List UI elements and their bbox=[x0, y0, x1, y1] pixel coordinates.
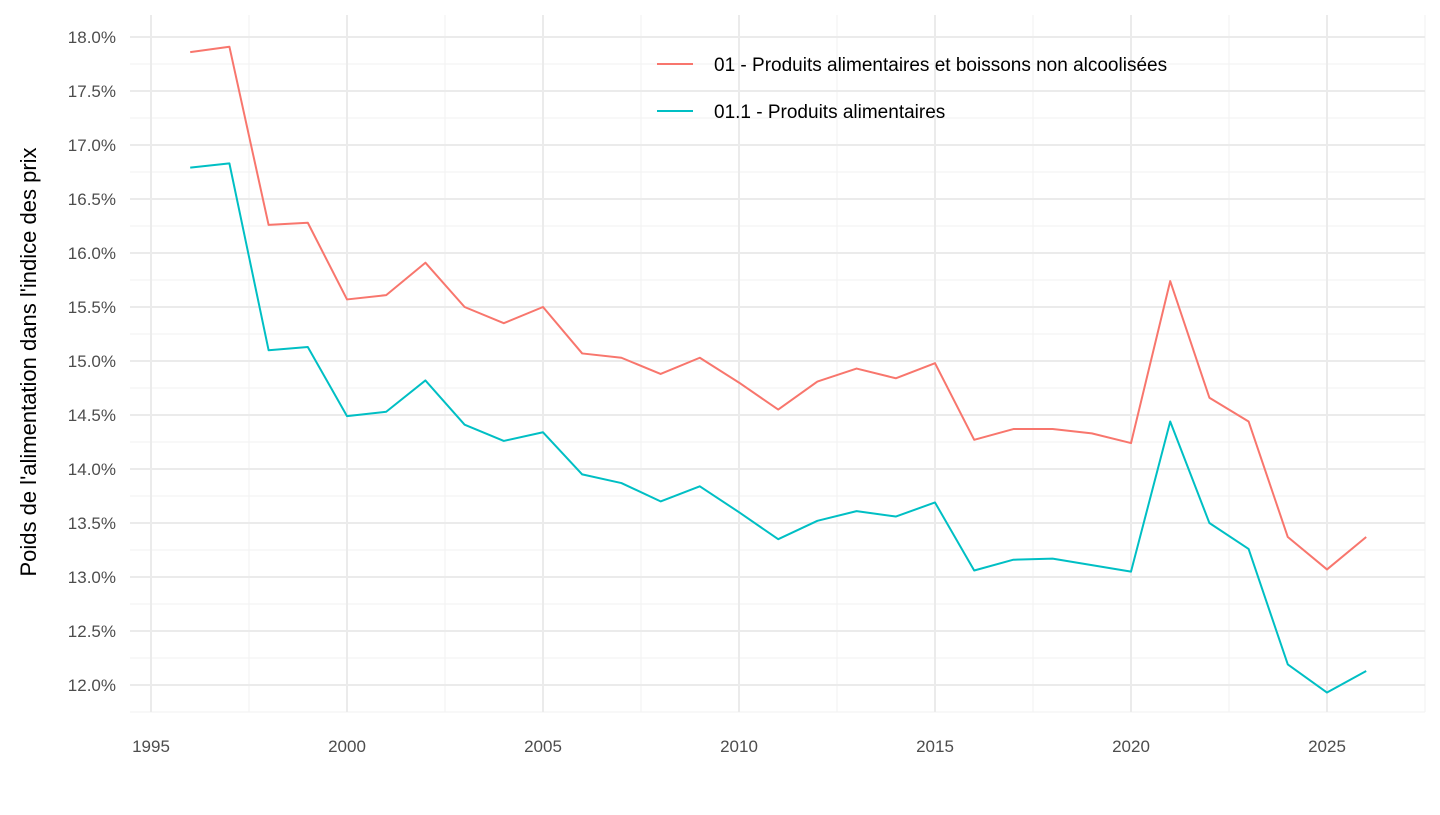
series-lines bbox=[190, 45, 1367, 694]
x-axis-ticks: 1995 2000 2005 2010 2015 2020 2025 bbox=[132, 737, 1346, 756]
y-tick-label: 15.5% bbox=[68, 298, 116, 317]
y-tick-label: 16.5% bbox=[68, 190, 116, 209]
x-tick-label: 2005 bbox=[524, 737, 562, 756]
x-tick-label: 2025 bbox=[1308, 737, 1346, 756]
series-line-2 bbox=[190, 162, 1367, 694]
legend: 01 - Produits alimentaires et boissons n… bbox=[657, 55, 1167, 123]
y-tick-label: 13.0% bbox=[68, 568, 116, 587]
x-tick-label: 1995 bbox=[132, 737, 170, 756]
y-tick-label: 16.0% bbox=[68, 244, 116, 263]
series-line-1 bbox=[190, 45, 1367, 571]
y-axis-ticks: 12.0% 12.5% 13.0% 13.5% 14.0% 14.5% 15.0% 15.5%… bbox=[68, 28, 116, 695]
y-tick-label: 12.5% bbox=[68, 622, 116, 641]
x-tick-label: 2000 bbox=[328, 737, 366, 756]
y-axis-label: Poids de l'alimentation dans l'indice de… bbox=[16, 147, 41, 576]
y-tick-label: 17.0% bbox=[68, 136, 116, 155]
x-tick-label: 2015 bbox=[916, 737, 954, 756]
minor-gridlines bbox=[130, 15, 1426, 713]
y-tick-label: 14.0% bbox=[68, 460, 116, 479]
x-tick-label: 2020 bbox=[1112, 737, 1150, 756]
legend-label-2: 01.1 - Produits alimentaires bbox=[714, 102, 945, 123]
y-tick-label: 14.5% bbox=[68, 406, 116, 425]
y-tick-label: 12.0% bbox=[68, 676, 116, 695]
x-tick-label: 2010 bbox=[720, 737, 758, 756]
legend-label-1: 01 - Produits alimentaires et boissons n… bbox=[714, 55, 1167, 76]
y-tick-label: 15.0% bbox=[68, 352, 116, 371]
y-tick-label: 17.5% bbox=[68, 82, 116, 101]
y-tick-label: 13.5% bbox=[68, 514, 116, 533]
y-tick-label: 18.0% bbox=[68, 28, 116, 47]
